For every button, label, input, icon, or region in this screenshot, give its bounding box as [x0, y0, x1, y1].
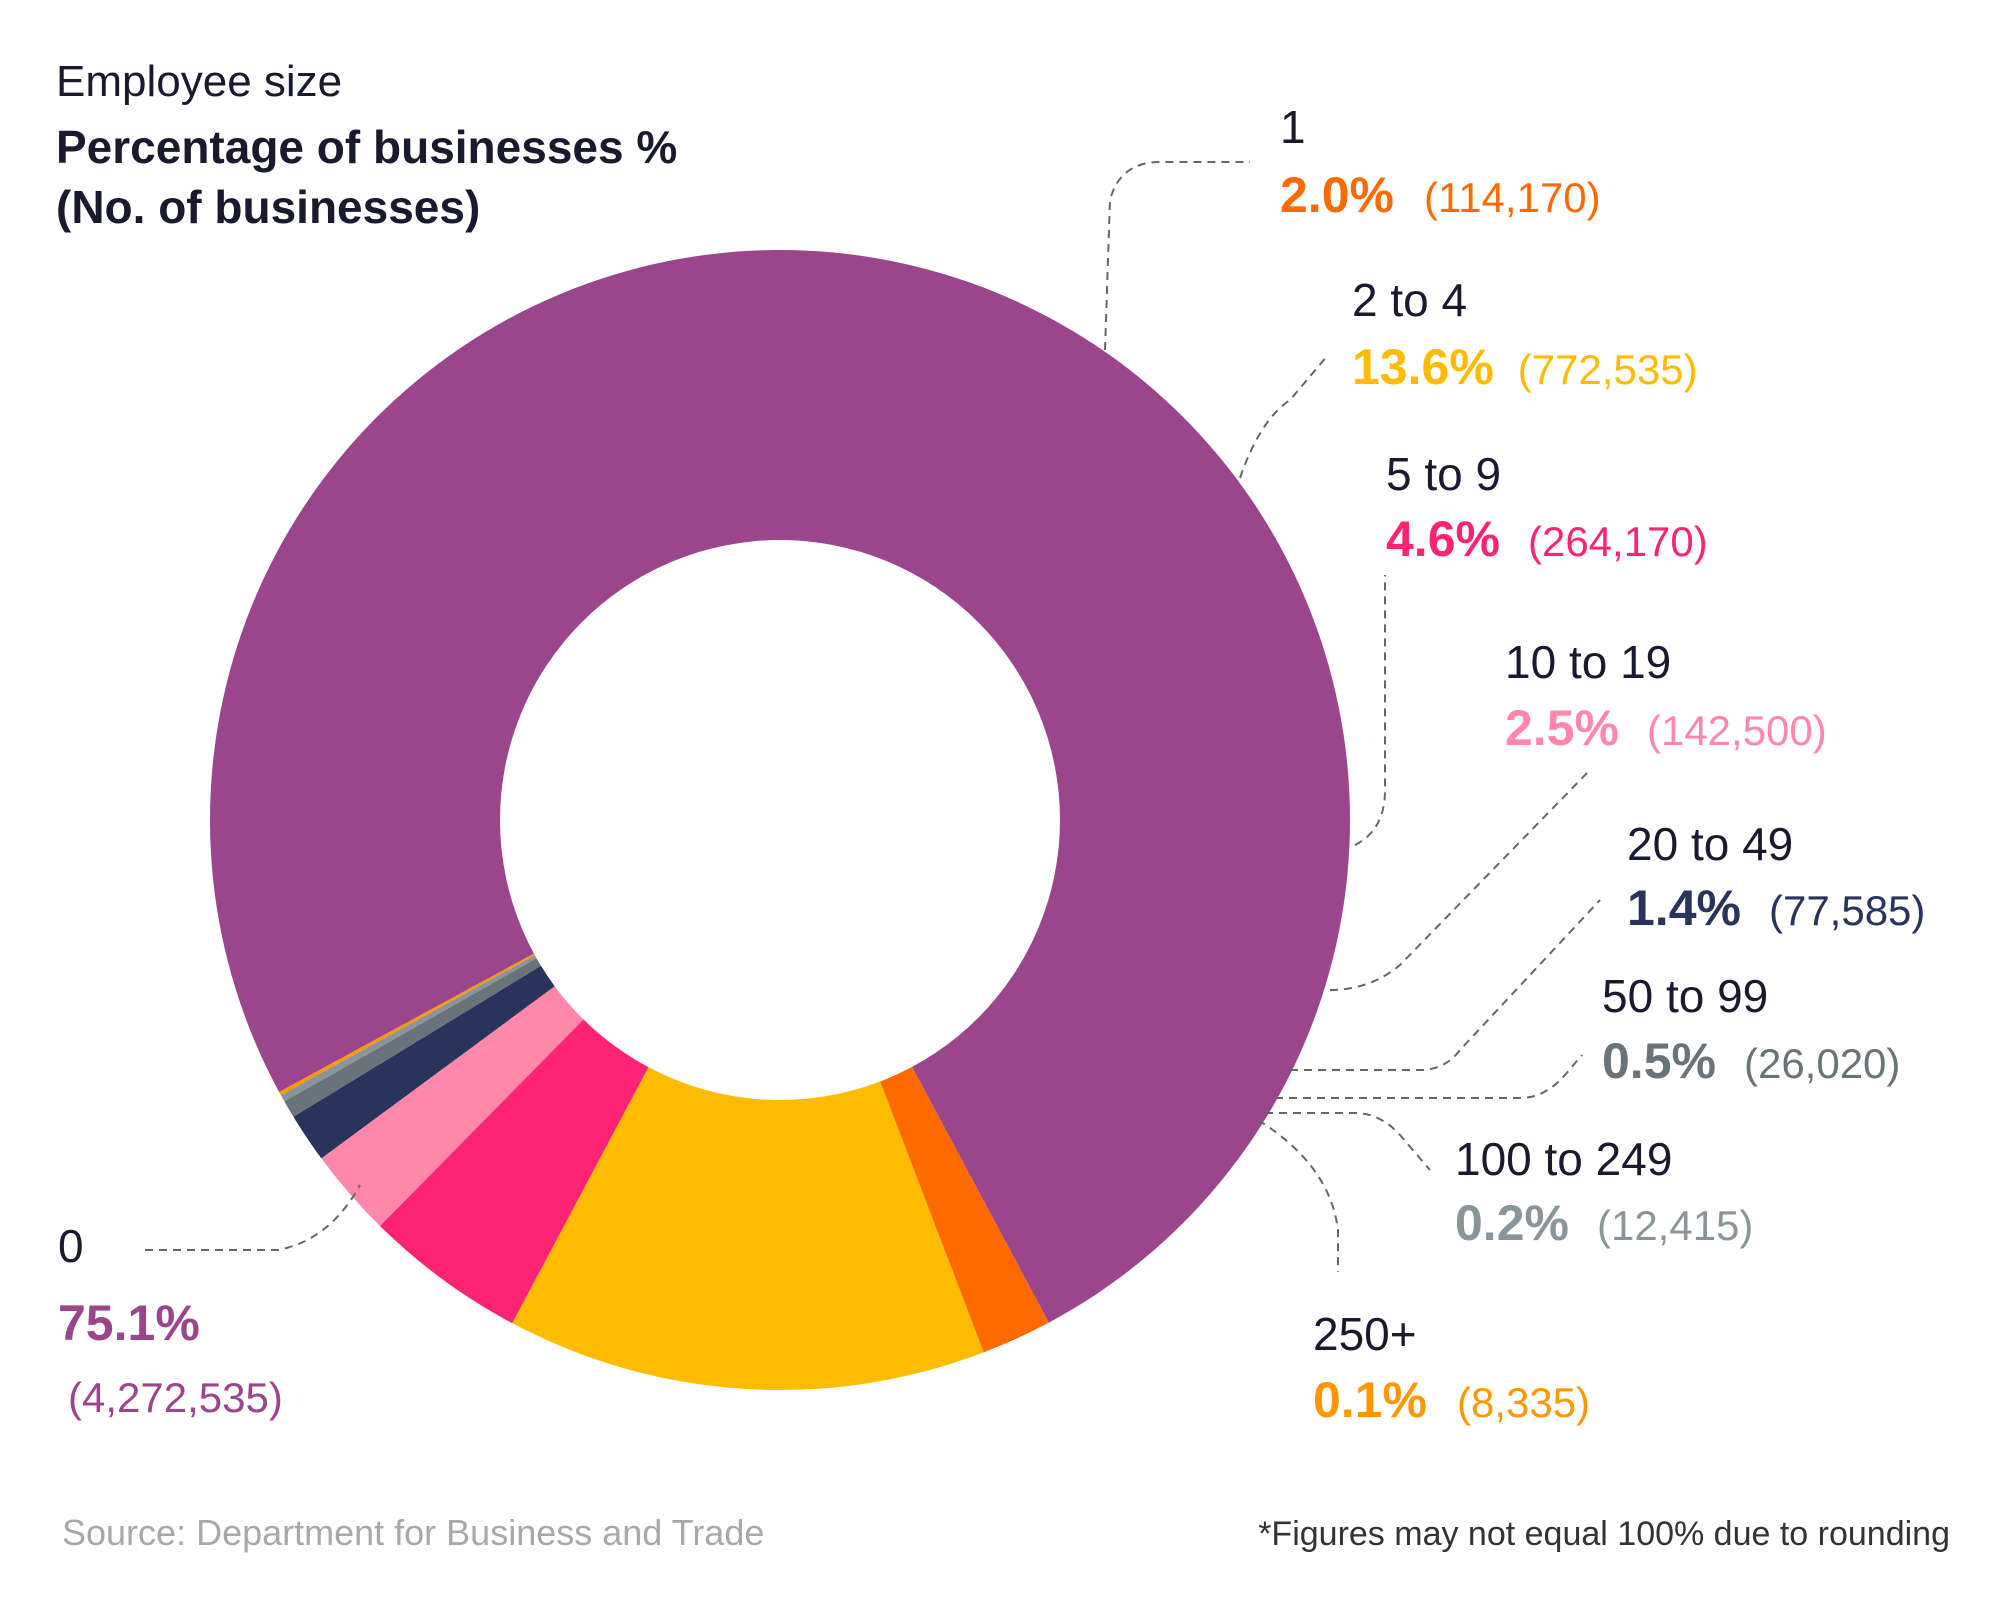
slice-20-to-49 [293, 965, 555, 1159]
leader-line-100-to-249 [1265, 1112, 1431, 1171]
label-percent-250-plus: 0.1% [1313, 1372, 1427, 1428]
label-category-250-plus: 250+ [1313, 1308, 1417, 1360]
slice-100-to-249 [280, 955, 537, 1102]
slice-5-to-9 [379, 1019, 649, 1324]
leader-line-20-to-49 [1290, 899, 1601, 1071]
label-count-0: (4,272,535) [68, 1374, 283, 1421]
label-category-20-to-49: 20 to 49 [1627, 818, 1793, 870]
rounding-footnote: *Figures may not equal 100% due to round… [1258, 1515, 1950, 1553]
slice-1 [880, 1066, 1049, 1353]
label-count-250-plus: (8,335) [1457, 1379, 1590, 1426]
label-percent-50-to-99: 0.5% [1602, 1033, 1716, 1089]
leader-line-2-to-4 [1239, 354, 1329, 479]
leader-line-0 [145, 1184, 361, 1251]
label-category-0: 0 [58, 1220, 84, 1272]
leader-line-50-to-99 [1275, 1054, 1583, 1099]
chart-title-line1: Percentage of businesses % [56, 121, 677, 173]
slice-10-to-19 [321, 986, 584, 1226]
label-category-5-to-9: 5 to 9 [1386, 448, 1501, 500]
label-category-100-to-249: 100 to 249 [1455, 1133, 1672, 1185]
leader-line-5-to-9 [1354, 575, 1386, 846]
label-count-50-to-99: (26,020) [1744, 1040, 1900, 1087]
label-category-1: 1 [1280, 101, 1306, 153]
slice-2-to-4 [512, 1067, 984, 1390]
leader-line-10-to-19 [1329, 769, 1591, 991]
label-percent-20-to-49: 1.4% [1627, 880, 1741, 936]
leader-line-1 [1104, 161, 1250, 351]
label-count-2-to-4: (772,535) [1518, 346, 1698, 393]
label-category-50-to-99: 50 to 99 [1602, 970, 1768, 1022]
label-count-100-to-249: (12,415) [1597, 1202, 1753, 1249]
label-count-20-to-49: (77,585) [1769, 887, 1925, 934]
label-category-2-to-4: 2 to 4 [1352, 274, 1467, 326]
label-percent-10-to-19: 2.5% [1505, 700, 1619, 756]
label-count-1: (114,170) [1424, 174, 1601, 221]
label-percent-0: 75.1% [58, 1295, 200, 1351]
slice-250-plus [279, 953, 535, 1096]
chart-title-line2: (No. of businesses) [56, 181, 480, 233]
leader-lines [145, 161, 1601, 1272]
label-count-10-to-19: (142,500) [1647, 707, 1827, 754]
chart-subtitle: Employee size [56, 57, 342, 106]
source-note: Source: Department for Business and Trad… [62, 1512, 764, 1553]
donut-slices [210, 250, 1351, 1390]
slice-50-to-99 [284, 958, 541, 1117]
leader-line-250-plus [1257, 1119, 1339, 1272]
label-percent-100-to-249: 0.2% [1455, 1195, 1569, 1251]
label-count-5-to-9: (264,170) [1528, 518, 1708, 565]
slice-0 [210, 250, 1351, 1323]
label-percent-5-to-9: 4.6% [1386, 511, 1500, 567]
label-percent-2-to-4: 13.6% [1352, 339, 1494, 395]
label-percent-1: 2.0% [1280, 167, 1394, 223]
label-category-10-to-19: 10 to 19 [1505, 636, 1671, 688]
slice-labels: 0 75.1% (4,272,535) 1 2.0% (114,170) 2 to 4 13.… [58, 101, 1925, 1428]
